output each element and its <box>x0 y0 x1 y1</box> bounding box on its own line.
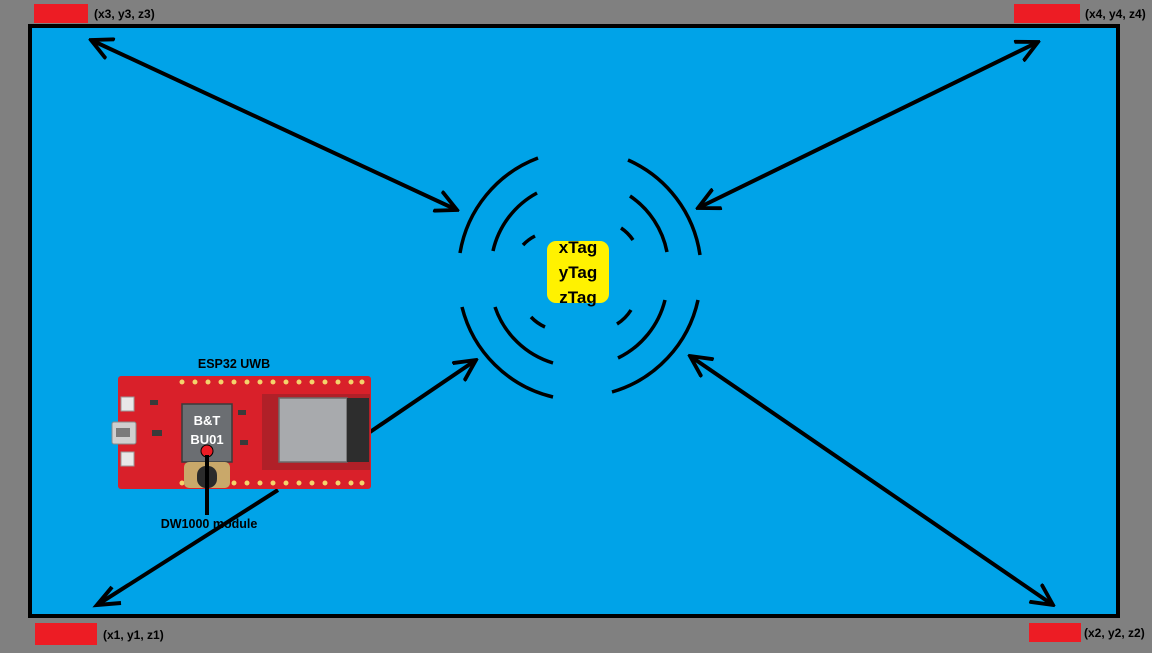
anchor-top-left-label: (x3, y3, z3) <box>94 7 155 21</box>
chip-marking-brand: B&T <box>194 413 221 428</box>
signal-arc-bottom-left-inner <box>529 315 546 329</box>
range-arrow-bottom-left <box>95 488 280 607</box>
board-title: ESP32 UWB <box>198 357 270 371</box>
range-arrow-top-left <box>91 40 457 210</box>
tag-x-label: xTag <box>559 238 597 257</box>
signal-waves <box>458 156 702 399</box>
dw1000-module-label: DW1000 module <box>161 517 258 531</box>
chip-marking-model: BU01 <box>190 432 223 447</box>
signal-arc-left-middle <box>491 191 538 252</box>
signal-arc-bottom-right-inner <box>616 309 633 326</box>
boot-button <box>120 396 135 412</box>
tag-y-label: yTag <box>559 263 597 282</box>
signal-arc-right-inner <box>619 226 635 242</box>
tag-z-label: zTag <box>559 288 596 307</box>
tag-box <box>547 241 609 303</box>
signal-arc-right-middle <box>629 194 669 253</box>
range-arrow-bottom-right <box>690 356 1053 605</box>
range-arrow-bottom-left-head <box>92 585 122 608</box>
range-arrow-top-right <box>698 42 1038 208</box>
signal-arc-bottom-left-middle <box>493 306 554 365</box>
board-pin-row-top <box>179 379 365 385</box>
esp32-shield <box>278 397 348 463</box>
esp32-uwb-board: ESP32 UWB B&T BU01 <box>111 357 371 489</box>
anchor-bottom-left <box>35 623 97 645</box>
signal-arc-bottom-right-outer <box>611 299 700 394</box>
signal-arc-left-inner <box>521 234 536 247</box>
anchor-top-right-label: (x4, y4, z4) <box>1085 7 1146 21</box>
signal-arc-bottom-right-middle <box>617 299 667 360</box>
reset-button <box>120 451 135 467</box>
anchor-bottom-right <box>1029 623 1081 642</box>
anchor-bottom-right-label: (x2, y2, z2) <box>1084 626 1145 640</box>
anchor-bottom-left-label: (x1, y1, z1) <box>103 628 164 642</box>
signal-arc-right-outer <box>627 158 702 256</box>
signal-arc-bottom-left-outer <box>460 306 554 399</box>
range-arrow-board <box>368 360 476 434</box>
anchor-top-left <box>34 4 88 23</box>
signal-arc-left-outer <box>458 156 539 254</box>
range-arrows <box>91 40 1053 605</box>
anchor-top-right <box>1014 4 1080 23</box>
